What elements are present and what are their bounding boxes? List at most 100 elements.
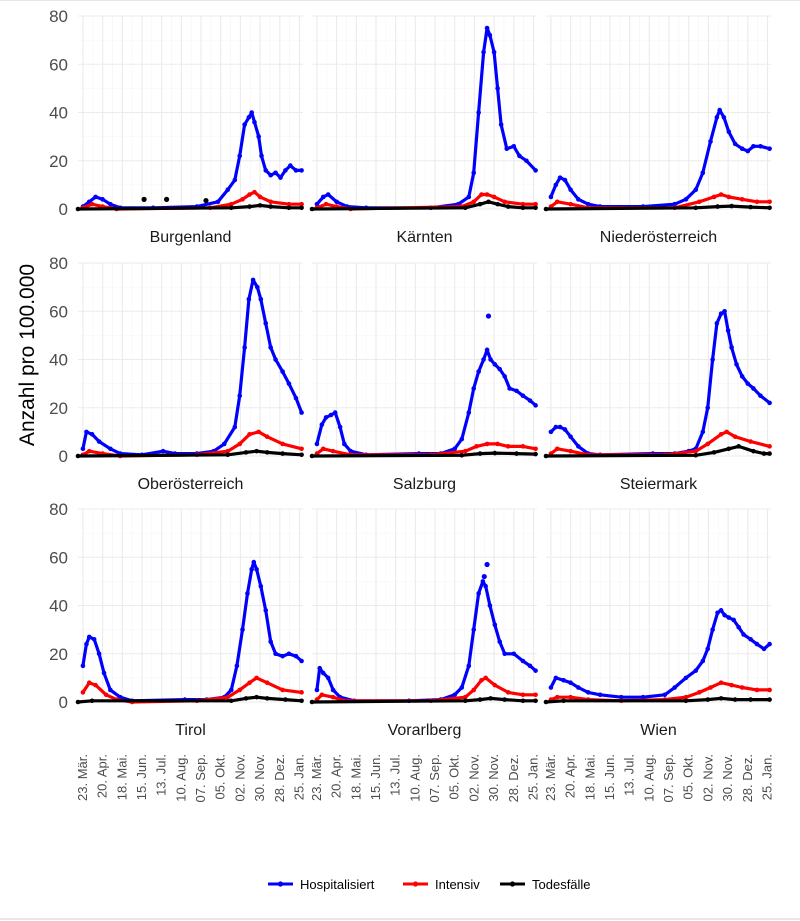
data-point-intensiv [732, 434, 738, 440]
data-point-hospitalisiert [745, 148, 751, 154]
data-point-hospitalisiert [332, 410, 338, 415]
x-tick-label: 15. Jun. [602, 754, 617, 800]
data-point-hospitalisiert [225, 187, 231, 192]
data-point-hospitalisiert [736, 624, 741, 630]
panel-steiermark: Steiermark [543, 262, 772, 493]
data-point-hospitalisiert [237, 393, 243, 398]
data-point-intensiv [237, 687, 243, 693]
data-point-hospitalisiert [258, 296, 264, 302]
data-point-hospitalisiert [263, 321, 269, 326]
data-point-intensiv [711, 194, 717, 200]
data-point-intensiv [767, 687, 772, 693]
data-point-hospitalisiert [488, 357, 493, 362]
legend: Hospitalisiert Intensiv Todesfälle [268, 877, 591, 892]
data-point-hospitalisiert [160, 448, 166, 454]
data-point-hospitalisiert [280, 369, 285, 374]
data-point-intensiv [319, 692, 325, 698]
data-point-hospitalisiert [714, 115, 720, 120]
data-point-intensiv [264, 680, 270, 685]
data-point-hospitalisiert [741, 632, 746, 637]
y-tick-label: 40 [49, 597, 68, 616]
data-point-intensiv [729, 682, 734, 688]
data-point-hospitalisiert [80, 446, 86, 452]
data-point-intensiv [683, 694, 689, 700]
data-point-todesfaelle [520, 205, 526, 211]
data-point-intensiv [754, 687, 760, 693]
x-tick-label: 30. Nov. [252, 754, 267, 801]
data-point-hospitalisiert [745, 381, 751, 386]
data-point-hospitalisiert [278, 175, 283, 180]
data-point-todesfaelle [693, 205, 699, 211]
data-point-todesfaelle [732, 697, 738, 702]
data-point-intensiv [323, 201, 329, 207]
data-point-hospitalisiert [117, 694, 123, 700]
data-point-hospitalisiert [323, 415, 329, 420]
data-point-hospitalisiert [576, 685, 581, 690]
data-point-intensiv [299, 690, 304, 695]
data-point-intensiv [484, 441, 490, 447]
data-point-hospitalisiert [693, 187, 699, 192]
data-point-hospitalisiert [557, 175, 563, 180]
data-point-hospitalisiert [511, 651, 517, 657]
legend-label: Intensiv [435, 877, 480, 892]
data-point-hospitalisiert [476, 591, 481, 596]
data-point-hospitalisiert [452, 692, 458, 698]
data-point-hospitalisiert [491, 49, 497, 55]
data-point-hospitalisiert [342, 441, 347, 447]
x-tick-label: 23. Mär. [543, 754, 558, 801]
data-point-hospitalisiert [286, 651, 292, 657]
data-point-intensiv [484, 192, 490, 197]
data-point-hospitalisiert [568, 187, 573, 192]
data-point-intensiv [520, 444, 526, 449]
data-point-hospitalisiert [254, 284, 260, 290]
data-point-hospitalisiert [700, 658, 706, 664]
data-point-intensiv [705, 441, 711, 447]
panel-title-kaernten: Kärnten [396, 229, 452, 246]
data-point-hospitalisiert [553, 182, 559, 188]
data-point-todesfaelle [488, 696, 493, 701]
data-point-hospitalisiert [708, 139, 713, 144]
data-point-hospitalisiert [249, 567, 254, 572]
data-point-todesfaelle [462, 205, 468, 211]
x-tick-label: 20. Apr. [95, 754, 110, 798]
data-point-todesfaelle [228, 698, 234, 704]
data-point-hospitalisiert [520, 393, 526, 398]
data-point-hospitalisiert [495, 86, 500, 91]
legend-item-todesfaelle: Todesfälle [500, 877, 591, 892]
data-point-hospitalisiert [242, 345, 247, 350]
data-point-hospitalisiert [84, 429, 89, 435]
data-point-todesfaelle [243, 450, 249, 455]
data-point-hospitalisiert [480, 579, 486, 584]
data-point-intensiv [492, 682, 498, 688]
data-point-hospitalisiert [597, 692, 603, 698]
data-point-intensiv [280, 687, 285, 693]
data-point-intensiv [718, 192, 724, 197]
data-point-hospitalisiert [459, 685, 465, 690]
data-point-todesfaelle [761, 451, 767, 456]
data-point-hospitalisiert [672, 201, 677, 207]
data-point-hospitalisiert [245, 591, 250, 596]
data-point-intensiv [320, 446, 326, 452]
panel-salzburg: Salzburg [309, 262, 538, 493]
data-point-hospitalisiert [731, 617, 737, 623]
data-point-intensiv [767, 444, 772, 449]
y-tick-label: 60 [49, 55, 68, 74]
data-point-todesfaelle [748, 697, 753, 702]
data-point-hospitalisiert [618, 694, 624, 700]
data-point-hospitalisiert [507, 386, 512, 391]
data-point-intensiv [264, 434, 270, 440]
data-point-todesfaelle [505, 204, 511, 209]
data-point-todesfaelle [711, 450, 717, 455]
data-point-hospitalisiert [348, 448, 353, 454]
x-tick-label: 07. Sep. [427, 754, 442, 802]
data-point-hospitalisiert [89, 431, 95, 437]
legend-label: Hospitalisiert [300, 877, 375, 892]
data-point-hospitalisiert [717, 107, 722, 113]
data-point-todesfaelle [718, 696, 724, 701]
data-point-intensiv [502, 199, 507, 205]
panel-kaernten: Kärnten [309, 15, 538, 246]
data-point-todesfaelle [141, 196, 147, 202]
x-tick-label: 13. Jul. [154, 754, 169, 796]
data-point-intensiv [254, 675, 259, 681]
